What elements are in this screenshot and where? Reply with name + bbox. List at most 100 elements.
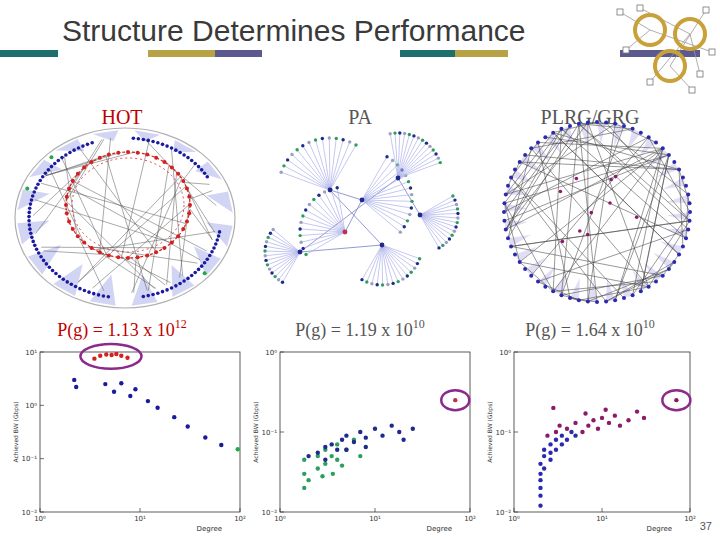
plrg-node bbox=[684, 236, 688, 240]
data-point bbox=[146, 399, 150, 403]
plrg-link bbox=[504, 126, 570, 212]
hot-host bbox=[203, 271, 207, 275]
plrg-node bbox=[502, 201, 506, 205]
data-point bbox=[104, 352, 108, 356]
hot-link bbox=[144, 139, 181, 178]
hot-edge-node bbox=[81, 144, 85, 148]
data-point bbox=[380, 433, 384, 437]
data-point bbox=[364, 435, 368, 439]
pa-spoke bbox=[292, 154, 330, 190]
plrg-node bbox=[506, 184, 510, 188]
data-point bbox=[236, 447, 240, 451]
x-tick-label: 10² bbox=[234, 515, 246, 523]
y-tick bbox=[514, 432, 518, 433]
data-point bbox=[323, 462, 327, 466]
data-point bbox=[331, 472, 335, 476]
plrg-node bbox=[639, 131, 643, 135]
hot-core-node bbox=[65, 195, 69, 199]
highlight-ellipse bbox=[662, 390, 690, 410]
pa-spoke bbox=[382, 245, 384, 285]
logo-node bbox=[703, 7, 709, 13]
plrg-link bbox=[506, 133, 553, 195]
data-points bbox=[302, 398, 457, 490]
x-tick bbox=[690, 508, 691, 512]
hot-link bbox=[33, 173, 79, 216]
pa-node bbox=[399, 230, 402, 233]
hot-edge-node bbox=[86, 143, 90, 147]
data-point bbox=[358, 454, 362, 458]
pa-spoke bbox=[329, 138, 331, 190]
plrg-link bbox=[538, 230, 688, 282]
hot-link bbox=[184, 183, 209, 185]
hot-edge-node bbox=[39, 255, 43, 259]
pa-node bbox=[441, 244, 444, 247]
data-point bbox=[114, 352, 118, 356]
data-point bbox=[538, 478, 542, 482]
hot-core-node bbox=[162, 246, 166, 250]
pa-spoke bbox=[398, 146, 430, 178]
plrg-inner-node bbox=[614, 175, 618, 179]
highlight-ellipse bbox=[80, 344, 141, 369]
hot-edge-node bbox=[68, 151, 72, 155]
data-point bbox=[551, 406, 555, 410]
data-point bbox=[580, 430, 584, 434]
hot-edge-node bbox=[58, 275, 62, 279]
y-tick-label: 10⁻² bbox=[496, 509, 512, 517]
pa-node bbox=[314, 138, 317, 141]
data-point bbox=[98, 354, 102, 358]
hot-core-node bbox=[176, 172, 180, 176]
plrg-link bbox=[506, 122, 588, 229]
plot-frame bbox=[514, 352, 690, 512]
data-point bbox=[538, 503, 542, 507]
plrg-link bbox=[504, 137, 649, 212]
pa-node bbox=[312, 198, 315, 201]
hot-fan bbox=[173, 140, 196, 152]
pa-node bbox=[418, 257, 421, 260]
pa-spoke bbox=[309, 142, 330, 190]
plrg-node bbox=[504, 228, 508, 232]
hot-link bbox=[183, 164, 195, 180]
hot-edge-node bbox=[190, 159, 194, 163]
plrg-node bbox=[586, 300, 590, 304]
pa-spoke bbox=[420, 213, 458, 215]
pa-spoke bbox=[330, 145, 356, 190]
y-axis-label: Achieved BW (Gbps) bbox=[12, 401, 20, 462]
hot-edge-node bbox=[151, 293, 155, 297]
hot-edge-node bbox=[28, 206, 32, 210]
data-point bbox=[390, 423, 394, 427]
hot-fan bbox=[195, 161, 222, 179]
hot-edge-node bbox=[72, 148, 76, 152]
pa-node bbox=[385, 155, 388, 158]
data-point bbox=[538, 486, 542, 490]
pa-spoke bbox=[395, 133, 398, 178]
hot-core-node bbox=[71, 227, 75, 231]
hot-edge-node bbox=[197, 165, 201, 169]
plrg-link bbox=[649, 137, 690, 212]
plrg-fan bbox=[511, 170, 534, 183]
plrg-node bbox=[513, 168, 517, 172]
plrg-node bbox=[586, 120, 590, 124]
plrg-inner-node bbox=[559, 190, 563, 194]
plrg-node bbox=[681, 244, 685, 248]
pa-node bbox=[273, 275, 276, 278]
plrg-node bbox=[688, 210, 692, 214]
pa-spoke bbox=[362, 200, 400, 232]
data-point bbox=[203, 435, 207, 439]
pa-node bbox=[286, 158, 289, 161]
hot-edge-node bbox=[170, 286, 174, 290]
data-point bbox=[340, 438, 344, 442]
plrg-node bbox=[509, 176, 513, 180]
data-point bbox=[323, 458, 327, 462]
hot-edge-node bbox=[165, 288, 169, 292]
pa-node bbox=[335, 137, 338, 140]
plrg-link bbox=[504, 203, 553, 291]
data-point bbox=[344, 448, 348, 452]
data-point bbox=[538, 493, 542, 497]
plrg-node bbox=[613, 122, 617, 126]
plrg-link bbox=[511, 178, 606, 302]
hot-edge-node bbox=[146, 294, 150, 298]
pa-node bbox=[456, 212, 459, 215]
hot-edge-node bbox=[28, 227, 32, 231]
performance-label: P(g) = 1.19 x 1010 bbox=[295, 317, 425, 341]
pa-spoke bbox=[362, 200, 410, 215]
